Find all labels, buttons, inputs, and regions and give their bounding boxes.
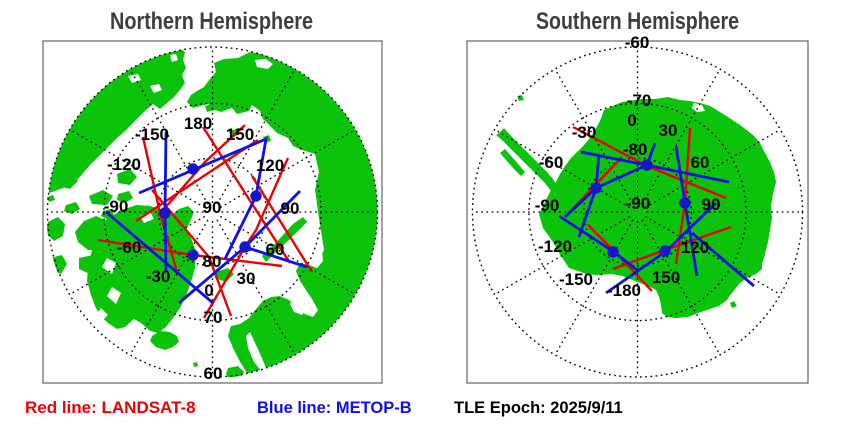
svg-text:Northern Hemisphere: Northern Hemisphere [110, 8, 313, 35]
svg-text:150: 150 [226, 125, 254, 144]
svg-text:TLE Epoch: 2025/9/11: TLE Epoch: 2025/9/11 [454, 399, 623, 417]
svg-text:0: 0 [627, 111, 636, 130]
svg-text:0: 0 [204, 281, 213, 300]
svg-text:80: 80 [203, 252, 222, 271]
svg-text:-90: -90 [104, 197, 129, 216]
svg-text:120: 120 [681, 238, 709, 257]
svg-text:60: 60 [204, 364, 223, 383]
svg-text:-70: -70 [627, 91, 652, 110]
svg-text:Blue line: METOP-B: Blue line: METOP-B [257, 399, 412, 417]
svg-text:Southern Hemisphere: Southern Hemisphere [536, 8, 739, 35]
svg-text:-180: -180 [607, 281, 641, 300]
svg-text:-120: -120 [538, 237, 572, 256]
svg-text:-60: -60 [539, 153, 564, 172]
svg-text:-80: -80 [623, 140, 648, 159]
svg-text:60: 60 [691, 153, 710, 172]
svg-text:-60: -60 [117, 238, 142, 257]
svg-text:-60: -60 [625, 33, 650, 52]
svg-text:150: 150 [652, 268, 680, 287]
svg-text:30: 30 [659, 121, 678, 140]
svg-text:90: 90 [702, 195, 721, 214]
svg-text:70: 70 [204, 308, 223, 327]
svg-text:Red line: LANDSAT-8: Red line: LANDSAT-8 [25, 398, 196, 417]
svg-text:-90: -90 [626, 194, 651, 213]
svg-text:-150: -150 [559, 270, 593, 289]
svg-text:-120: -120 [107, 155, 141, 174]
svg-text:-90: -90 [535, 196, 560, 215]
svg-text:180: 180 [184, 114, 212, 133]
svg-text:90: 90 [203, 198, 222, 217]
svg-text:-150: -150 [135, 125, 169, 144]
svg-text:-30: -30 [572, 123, 597, 142]
svg-text:120: 120 [256, 156, 284, 175]
svg-text:-30: -30 [146, 267, 171, 286]
svg-text:90: 90 [281, 199, 300, 218]
svg-text:30: 30 [237, 269, 256, 288]
svg-text:60: 60 [266, 240, 285, 259]
